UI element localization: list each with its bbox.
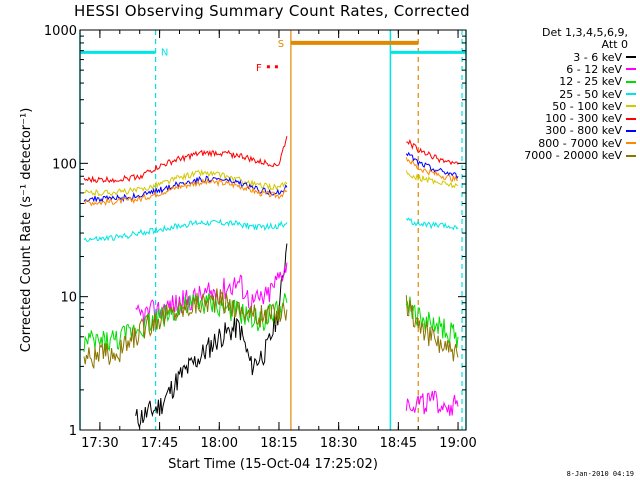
flare-flag-mark-1 [274,65,278,69]
plot-frame [79,29,467,431]
legend-entry-label: 50 - 100 keV [552,99,622,113]
series-line-4-2 [405,170,459,189]
legend-entry: 800 - 7000 keV [486,136,636,150]
generated-timestamp: 8-Jan-2010 04:19 [566,470,634,478]
legend-entry: 50 - 100 keV [486,99,636,113]
legend-entry-label: 7000 - 20000 keV [524,149,622,163]
series-line-6-1 [83,175,288,203]
legend-entry-swatch [626,68,636,71]
y-tick-label-3: 1000 [44,24,77,39]
series-line-7-2 [405,157,459,183]
legend-entry-swatch [626,142,636,145]
legend-entry-label: 12 - 25 keV [559,75,622,89]
series-line-6-2 [405,151,459,180]
x-tick-label-2: 18:00 [201,436,238,451]
legend-entry: 100 - 300 keV [486,112,636,126]
x-tick-label-1: 17:45 [141,436,178,451]
legend-entry-label: 800 - 7000 keV [538,136,622,150]
legend-entry-label: 100 - 300 keV [545,112,622,126]
x-axis-label: Start Time (15-Oct-04 17:25:02) [168,457,378,472]
y-tick-label-2: 100 [52,157,77,172]
series-line-1-2 [405,390,459,416]
legend-entry-swatch [626,129,636,132]
y-tick-label-0: 1 [69,424,77,439]
flare-flag-label: F [256,63,262,74]
series-line-7-1 [84,177,288,207]
flare-flag-mark-0 [266,65,270,69]
legend-entry-swatch [626,93,636,96]
x-tick-label-6: 19:00 [439,436,476,451]
legend-header-attenuator: Att 0 [601,38,628,51]
legend-entry-label: 3 - 6 keV [573,50,622,64]
legend-entry-label: 6 - 12 keV [566,62,622,76]
chart-title: HESSI Observing Summary Count Rates, Cor… [74,2,470,20]
series-line-5-2 [406,138,459,166]
x-tick-label-4: 18:30 [320,436,357,451]
legend-entry: 300 - 800 keV [486,124,636,138]
series-line-2-2 [405,296,459,348]
series-line-3-1 [83,218,288,243]
series-line-8-1 [83,288,288,369]
series-line-4-1 [83,168,288,197]
legend-entry-swatch [626,117,636,120]
series-line-8-2 [405,295,459,362]
legend-entry-label: 25 - 50 keV [559,87,622,101]
legend-entry: 25 - 50 keV [486,87,636,101]
legend-header-detectors: Det 1,3,4,5,6,9, [541,26,628,39]
series-line-5-1 [83,135,288,184]
night-flag-label: N [161,47,168,58]
x-tick-label-5: 18:45 [380,436,417,451]
y-axis-label: Corrected Count Rate (s⁻¹ detector⁻¹) [19,108,34,353]
series-line-0-1 [135,243,288,429]
legend-entry: 7000 - 20000 keV [486,149,636,163]
legend-entry-label: 300 - 800 keV [545,124,622,138]
legend-entry: 12 - 25 keV [486,75,636,89]
legend-entry-swatch [626,56,636,59]
y-tick-label-1: 10 [60,291,77,306]
chart-legend: Det 1,3,4,5,6,9, Att 0 3 - 6 keV 6 - 12 k… [486,27,636,162]
legend-entry-swatch [626,105,636,108]
legend-entry: 3 - 6 keV [486,50,636,64]
legend-entry-swatch [626,154,636,157]
series-line-3-2 [405,217,459,231]
legend-entry-swatch [626,80,636,83]
x-tick-label-0: 17:30 [81,436,118,451]
legend-entry: 6 - 12 keV [486,62,636,76]
x-tick-label-3: 18:15 [260,436,297,451]
saa-flag-label: S [278,39,284,50]
